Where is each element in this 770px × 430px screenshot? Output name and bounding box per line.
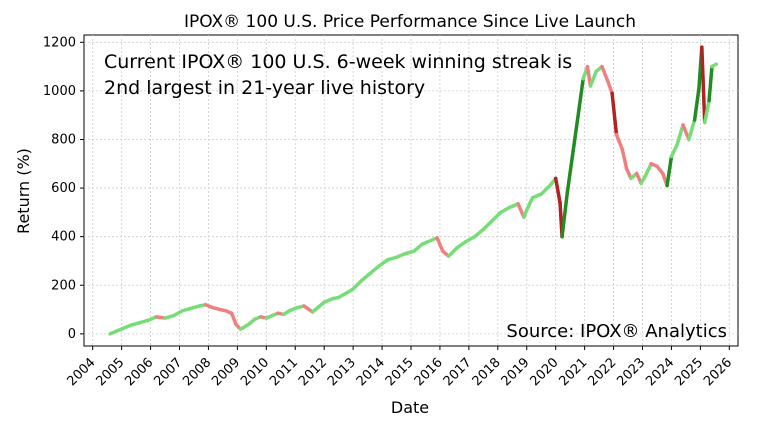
series-segment	[675, 123, 685, 147]
x-tick-label: 2004	[65, 355, 99, 389]
series-segment	[620, 147, 629, 171]
chart-title: IPOX® 100 U.S. Price Performance Since L…	[184, 12, 636, 32]
series-segment	[539, 183, 552, 196]
series-segment	[687, 118, 697, 142]
x-tick-label: 2010	[238, 355, 272, 389]
x-axis-ticks: 2004200520062007200820092010201120122013…	[65, 346, 735, 389]
x-tick-label: 2022	[585, 355, 619, 389]
series-segment	[525, 196, 535, 212]
x-tick-label: 2015	[383, 355, 417, 389]
series-segment	[412, 242, 425, 253]
series-segment	[302, 304, 315, 314]
x-tick-label: 2017	[441, 355, 475, 389]
annotation-main-line-1: Current IPOX® 100 U.S. 6-week winning st…	[104, 51, 572, 73]
series-segment	[707, 64, 714, 103]
y-tick-label: 200	[51, 278, 76, 293]
x-tick-label: 2011	[267, 355, 301, 389]
x-tick-label: 2009	[209, 355, 243, 389]
y-axis-label: Return (%)	[14, 148, 33, 234]
series-segment	[472, 227, 486, 239]
series-segment	[643, 162, 653, 178]
x-tick-label: 2006	[122, 355, 156, 389]
x-tick-label: 2013	[325, 355, 359, 389]
series-segment	[577, 76, 585, 113]
y-tick-label: 400	[51, 230, 76, 245]
x-axis-label: Date	[391, 398, 429, 417]
x-tick-label: 2016	[412, 355, 446, 389]
series-segment	[571, 108, 581, 154]
series-segment	[435, 236, 445, 253]
series-segment	[446, 245, 460, 258]
series-segment	[490, 210, 503, 223]
y-tick-label: 0	[68, 327, 76, 342]
series-segment	[565, 149, 575, 195]
x-tick-label: 2005	[93, 355, 127, 389]
series-segment	[669, 142, 679, 159]
x-tick-label: 2014	[354, 355, 388, 389]
series-segment	[710, 62, 719, 69]
series-segment	[377, 257, 390, 268]
series-line	[108, 45, 719, 336]
series-segment	[481, 219, 494, 232]
y-tick-label: 1200	[43, 35, 76, 50]
series-segment	[455, 239, 468, 250]
series-segment	[614, 132, 624, 151]
x-tick-label: 2023	[614, 355, 648, 389]
series-segment	[606, 79, 614, 96]
series-segment	[351, 278, 364, 291]
y-tick-label: 600	[51, 181, 76, 196]
y-axis-ticks: 0 200 400 600 800 1000 1200	[43, 35, 84, 342]
series-segment	[700, 45, 707, 125]
series-segment	[610, 91, 619, 137]
x-tick-label: 2021	[556, 355, 590, 389]
x-tick-label: 2020	[528, 355, 562, 389]
x-tick-label: 2007	[151, 355, 185, 389]
x-tick-label: 2008	[180, 355, 214, 389]
series-segment	[600, 64, 610, 83]
grid-lines	[84, 35, 738, 346]
series-segment	[360, 271, 373, 283]
series-segment	[702, 98, 711, 125]
x-tick-label: 2025	[672, 355, 706, 389]
series-segment	[368, 264, 381, 275]
series-segment	[588, 69, 598, 88]
x-tick-label: 2012	[296, 355, 330, 389]
y-tick-label: 800	[51, 132, 76, 147]
x-tick-label: 2024	[643, 355, 677, 389]
annotation-main-line-2: 2nd largest in 21-year live history	[104, 77, 425, 99]
x-tick-label: 2026	[701, 355, 735, 389]
plot-area	[83, 34, 739, 347]
series-segment	[560, 191, 570, 239]
series-segment	[692, 86, 701, 122]
annotation-source: Source: IPOX® Analytics	[506, 321, 727, 342]
series-segment	[229, 311, 238, 326]
series-segment	[665, 154, 674, 188]
x-tick-label: 2018	[470, 355, 504, 389]
x-tick-label: 2019	[499, 355, 533, 389]
series-segment	[553, 176, 562, 205]
y-tick-label: 1000	[43, 84, 76, 99]
